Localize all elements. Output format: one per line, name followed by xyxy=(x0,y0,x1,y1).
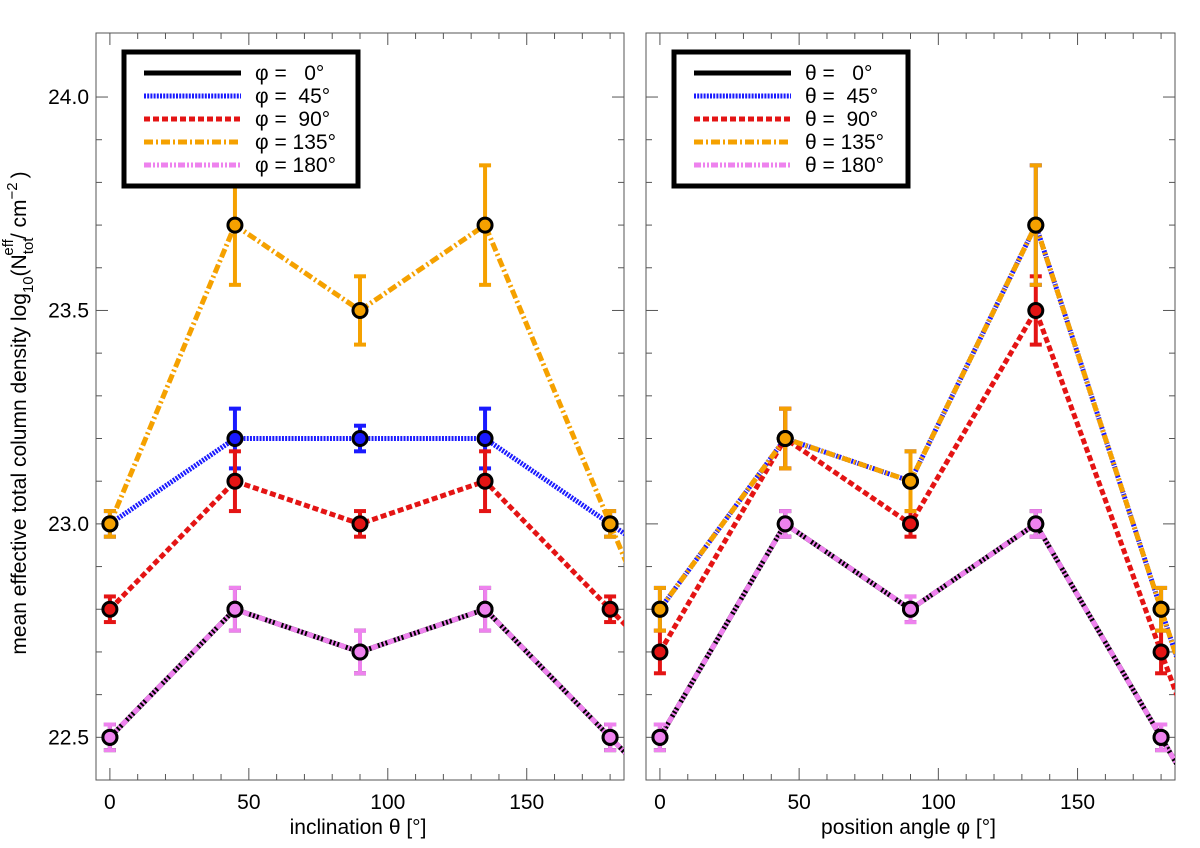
series-line xyxy=(108,436,624,537)
series-3 xyxy=(653,163,1175,661)
series-2 xyxy=(653,274,1175,698)
data-point xyxy=(902,472,919,490)
data-point xyxy=(1027,301,1045,319)
data-point xyxy=(226,472,244,490)
data-point xyxy=(476,600,494,618)
legend-entry: φ = 0° xyxy=(255,62,324,85)
data-point xyxy=(226,600,244,618)
series-0 xyxy=(103,585,624,756)
y-tick-label: 23.0 xyxy=(48,513,89,536)
data-point xyxy=(476,216,494,234)
data-point xyxy=(601,728,619,746)
data-point xyxy=(476,472,494,490)
y-tick-label: 22.5 xyxy=(48,726,89,749)
x-tick-label: 100 xyxy=(921,791,956,814)
series-line xyxy=(657,304,1175,698)
data-point xyxy=(651,600,669,618)
legend: φ = 0°φ = 45°φ = 90°φ = 135°φ = 180° xyxy=(121,49,361,189)
y-tick-label: 24.0 xyxy=(48,86,89,109)
data-point xyxy=(651,728,669,746)
legend-entry: φ = 135° xyxy=(255,131,336,154)
series-line xyxy=(657,520,1175,766)
series-2 xyxy=(103,449,624,628)
legend-entry: θ = 180° xyxy=(805,154,884,177)
legend-entry: θ = 90° xyxy=(805,108,878,131)
data-point xyxy=(1027,515,1045,533)
data-point xyxy=(776,515,794,533)
series-4 xyxy=(103,585,624,756)
x-axis-label: position angle φ [°] xyxy=(821,816,996,839)
x-tick-label: 50 xyxy=(787,791,810,814)
series-3 xyxy=(103,163,624,564)
data-point xyxy=(1027,216,1045,234)
data-point xyxy=(601,515,619,533)
x-tick-label: 50 xyxy=(237,791,260,814)
legend-entry: θ = 45° xyxy=(805,85,878,108)
data-point xyxy=(651,643,669,661)
y-axis-label: mean effective total column density log1… xyxy=(0,171,37,654)
data-point xyxy=(101,515,119,533)
plot-area xyxy=(651,163,1175,766)
data-point xyxy=(1152,643,1170,661)
data-point xyxy=(351,430,369,448)
left-panel-inclination: 0 50 100 150 22.5 23.0 23.5 24.0 inclination θ [… xyxy=(48,32,625,839)
legend-entry: φ = 90° xyxy=(255,108,330,131)
x-tick-label: 100 xyxy=(370,791,405,814)
plot-area xyxy=(101,163,624,756)
data-point xyxy=(776,430,794,448)
data-point xyxy=(476,430,494,448)
data-point xyxy=(601,600,619,618)
data-point xyxy=(226,430,244,448)
data-point xyxy=(902,600,919,618)
series-line xyxy=(657,218,1175,661)
series-line xyxy=(657,520,1175,766)
data-point xyxy=(902,515,919,533)
series-line xyxy=(107,221,624,564)
data-point xyxy=(351,301,369,319)
data-point xyxy=(1152,600,1170,618)
legend-entry: φ = 180° xyxy=(255,154,336,177)
series-0 xyxy=(653,509,1175,766)
series-line xyxy=(108,606,624,756)
x-tick-label: 150 xyxy=(1060,791,1095,814)
x-axis-label: inclination θ [°] xyxy=(290,816,427,839)
series-line xyxy=(108,478,624,628)
legend-entry: θ = 135° xyxy=(805,131,884,154)
data-point xyxy=(351,643,369,661)
legend-entry: θ = 0° xyxy=(805,62,872,85)
data-point xyxy=(351,515,369,533)
series-line xyxy=(657,218,1175,661)
x-tick-label: 0 xyxy=(654,791,666,814)
right-panel-position-angle: 0 50 100 150 position angle φ [°] θ = 0°θ = 4… xyxy=(645,32,1176,839)
legend-entry: φ = 45° xyxy=(255,85,330,108)
series-line xyxy=(108,606,624,756)
data-point xyxy=(1152,728,1170,746)
series-1 xyxy=(103,406,624,539)
x-tick-label: 150 xyxy=(509,791,544,814)
legend: θ = 0°θ = 45°θ = 90°θ = 135°θ = 180° xyxy=(671,49,911,189)
x-tick-label: 0 xyxy=(104,791,116,814)
data-point xyxy=(226,216,244,234)
y-tick-label: 23.5 xyxy=(48,299,89,322)
data-point xyxy=(101,728,119,746)
data-point xyxy=(101,600,119,618)
